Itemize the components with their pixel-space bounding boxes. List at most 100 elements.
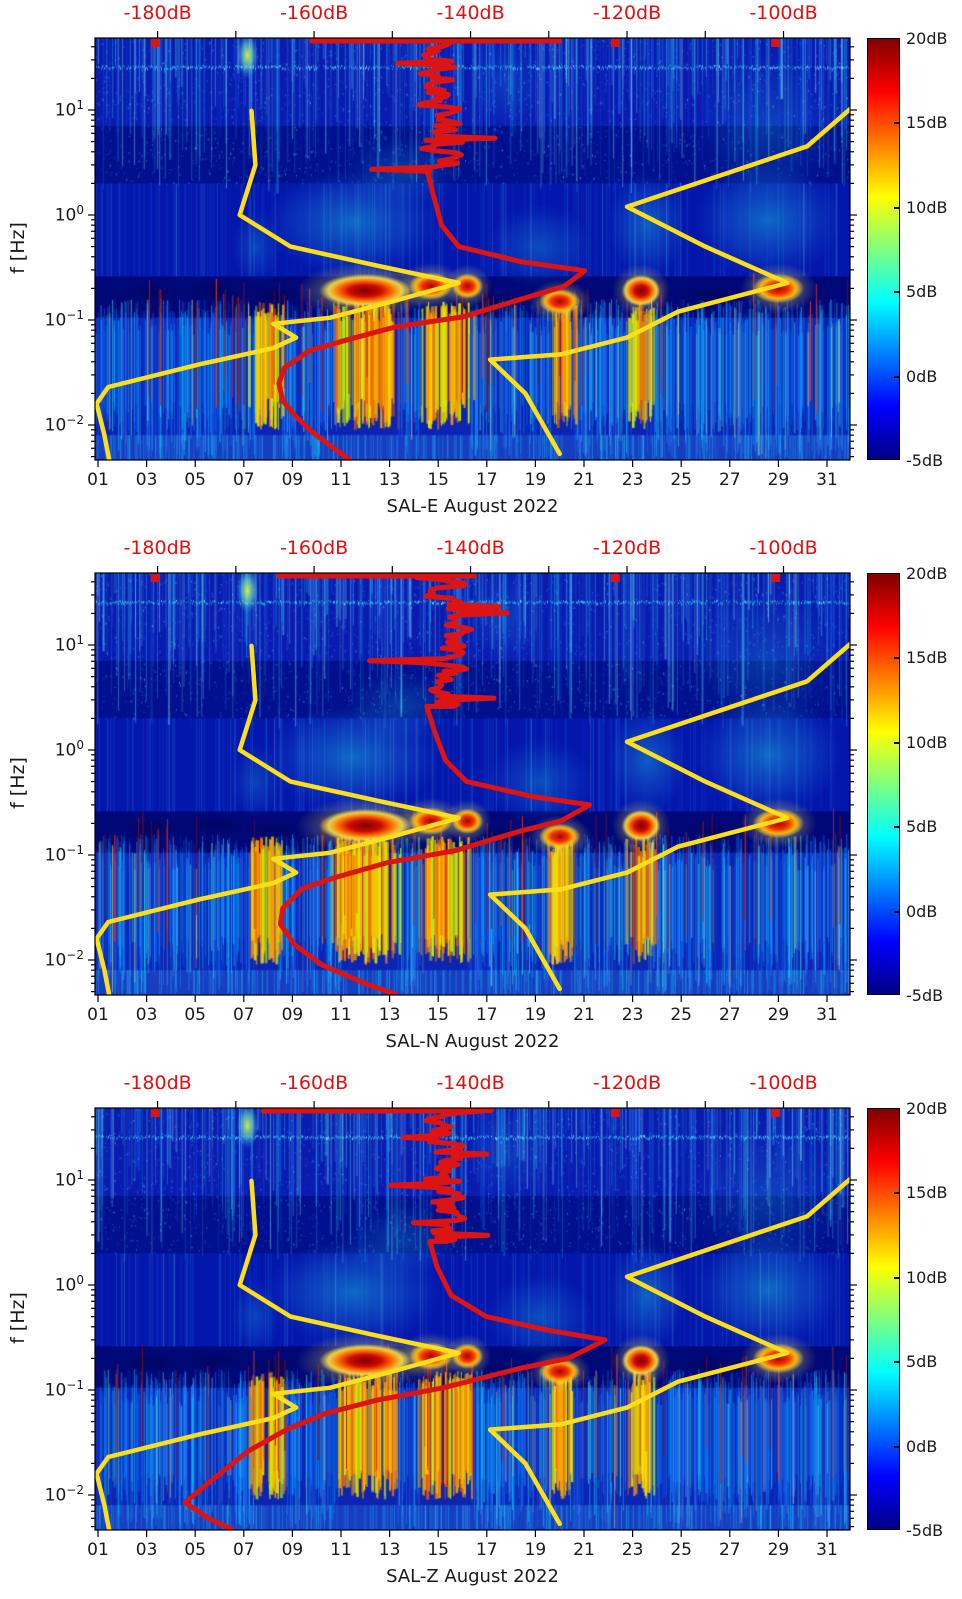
top-axis-tick-label: -140dB — [436, 1072, 505, 1094]
colorbar-tick — [894, 1192, 899, 1195]
x-tick-label: 15 — [427, 1005, 450, 1025]
colorbar-tick-label: 20dB — [906, 1099, 948, 1118]
colorbar-tick-label: -5dB — [906, 986, 944, 1005]
y-tick-label: 100 — [54, 202, 84, 226]
colorbar-tick-label: 0dB — [906, 366, 938, 386]
colorbar-tick — [894, 1276, 899, 1279]
y-tick-labels: 101 100 10−1 10−2 — [0, 38, 88, 460]
y-tick-labels: 101 100 10−1 10−2 — [0, 1108, 88, 1530]
x-tick-label: 31 — [816, 1540, 838, 1560]
x-tick-label: 29 — [767, 1005, 790, 1025]
top-axis-labels: -180dB -160dB -140dB -120dB -100dB — [95, 1072, 850, 1100]
colorbar-tick — [894, 741, 899, 744]
x-tick-label: 23 — [621, 470, 644, 490]
x-tick-label: 07 — [232, 470, 255, 490]
x-tick-label: 21 — [573, 1005, 595, 1025]
colorbar-tick — [894, 826, 899, 829]
x-tick-label: 03 — [135, 470, 158, 490]
x-tick-label: 27 — [718, 470, 741, 490]
top-axis-tick-label: -120dB — [592, 2, 662, 24]
x-tick-label: 17 — [475, 1540, 498, 1560]
panel-sal-z: -180dB -160dB -140dB -120dB -100dB f [Hz] 10… — [0, 1070, 962, 1599]
colorbar-tick — [894, 291, 899, 294]
top-axis-labels: -180dB -160dB -140dB -120dB -100dB — [95, 2, 850, 30]
colorbar-tick-label: 5dB — [906, 1352, 938, 1372]
axes-and-curves-overlay — [88, 1101, 857, 1537]
y-tick-label: 101 — [54, 1167, 84, 1191]
y-tick-label: 100 — [54, 1272, 84, 1296]
x-tick-label: 31 — [816, 1005, 838, 1025]
colorbar-tick-label: 15dB — [906, 1183, 948, 1203]
x-tick-label: 21 — [573, 1540, 595, 1560]
top-axis-tick-label: -100dB — [749, 1072, 818, 1094]
colorbar-tick-label: 0dB — [906, 901, 938, 921]
colorbar-tick-label: -5dB — [906, 451, 944, 470]
colorbar-tick-label: 10dB — [906, 732, 948, 752]
colorbar-tick — [894, 375, 899, 378]
axes-and-curves-overlay — [88, 31, 857, 467]
x-tick-label: 05 — [184, 1540, 207, 1560]
x-tick-label: 03 — [135, 1540, 158, 1560]
colorbar-tick-labels: 20dB 15dB 10dB 5dB 0dB -5dB — [906, 1099, 962, 1540]
top-axis-tick-label: -180dB — [123, 2, 192, 24]
x-tick-label: 25 — [670, 1540, 693, 1560]
x-tick-label: 01 — [87, 1540, 109, 1560]
x-tick-label: 27 — [718, 1540, 741, 1560]
x-tick-label: 13 — [378, 470, 401, 490]
colorbar — [867, 38, 900, 460]
x-tick-label: 09 — [281, 470, 304, 490]
top-axis-tick-label: -100dB — [749, 537, 818, 559]
top-axis-tick-label: -120dB — [592, 537, 662, 559]
top-axis-tick-label: -160dB — [279, 537, 349, 559]
panel-title: SAL-N August 2022 — [385, 1031, 560, 1052]
colorbar-tick — [894, 206, 899, 209]
x-tick-label: 19 — [524, 1005, 547, 1025]
colorbar-tick-labels: 20dB 15dB 10dB 5dB 0dB -5dB — [906, 564, 962, 1005]
x-tick-labels: 01 03 05 07 09 11 13 15 17 19 21 23 25 27 29 31 — [87, 1005, 850, 1027]
colorbar-tick — [894, 1361, 899, 1364]
x-tick-label: 15 — [427, 470, 450, 490]
x-tick-label: 31 — [816, 470, 838, 490]
colorbar-tick-label: 5dB — [906, 817, 938, 837]
y-tick-label: 10−2 — [44, 412, 84, 436]
colorbar-tick-label: 10dB — [906, 197, 948, 217]
colorbar-tick — [894, 910, 899, 913]
x-tick-label: 17 — [475, 1005, 498, 1025]
panel-sal-n: -180dB -160dB -140dB -120dB -100dB f [Hz] 10… — [0, 535, 962, 1070]
top-axis-tick-label: -160dB — [279, 1072, 349, 1094]
x-tick-label: 05 — [184, 470, 207, 490]
x-tick-label: 05 — [184, 1005, 207, 1025]
x-tick-label: 19 — [524, 470, 547, 490]
y-tick-label: 100 — [54, 737, 84, 761]
x-tick-label: 07 — [232, 1005, 255, 1025]
top-axis-tick-label: -120dB — [592, 1072, 662, 1094]
y-tick-label: 10−1 — [44, 1377, 84, 1401]
x-tick-labels: 01 03 05 07 09 11 13 15 17 19 21 23 25 27 29 31 — [87, 470, 850, 492]
top-axis-tick-label: -180dB — [123, 537, 192, 559]
x-tick-label: 09 — [281, 1005, 304, 1025]
colorbar — [867, 573, 900, 995]
top-axis-tick-label: -100dB — [749, 2, 818, 24]
spectrogram-heatmap — [95, 1108, 850, 1530]
x-tick-label: 11 — [330, 1005, 352, 1025]
x-tick-label: 01 — [87, 1005, 109, 1025]
x-tick-label: 25 — [670, 470, 693, 490]
x-tick-label: 01 — [87, 470, 109, 490]
x-tick-label: 23 — [621, 1540, 644, 1560]
x-tick-label: 15 — [427, 1540, 450, 1560]
colorbar-tick-label: 10dB — [906, 1267, 948, 1287]
x-tick-label: 27 — [718, 1005, 741, 1025]
x-tick-label: 11 — [330, 1540, 352, 1560]
x-tick-label: 11 — [330, 470, 352, 490]
colorbar-tick-label: -5dB — [906, 1521, 944, 1540]
panel-sal-e: -180dB -160dB -140dB -120dB -100dB f [Hz] 10… — [0, 0, 962, 535]
y-tick-label: 101 — [54, 97, 84, 121]
y-tick-label: 10−2 — [44, 947, 84, 971]
y-tick-label: 10−1 — [44, 307, 84, 331]
x-tick-label: 29 — [767, 1540, 790, 1560]
top-axis-tick-label: -140dB — [436, 537, 505, 559]
colorbar-tick-label: 20dB — [906, 29, 948, 48]
y-tick-labels: 101 100 10−1 10−2 — [0, 573, 88, 995]
colorbar-tick-labels: 20dB 15dB 10dB 5dB 0dB -5dB — [906, 29, 962, 470]
